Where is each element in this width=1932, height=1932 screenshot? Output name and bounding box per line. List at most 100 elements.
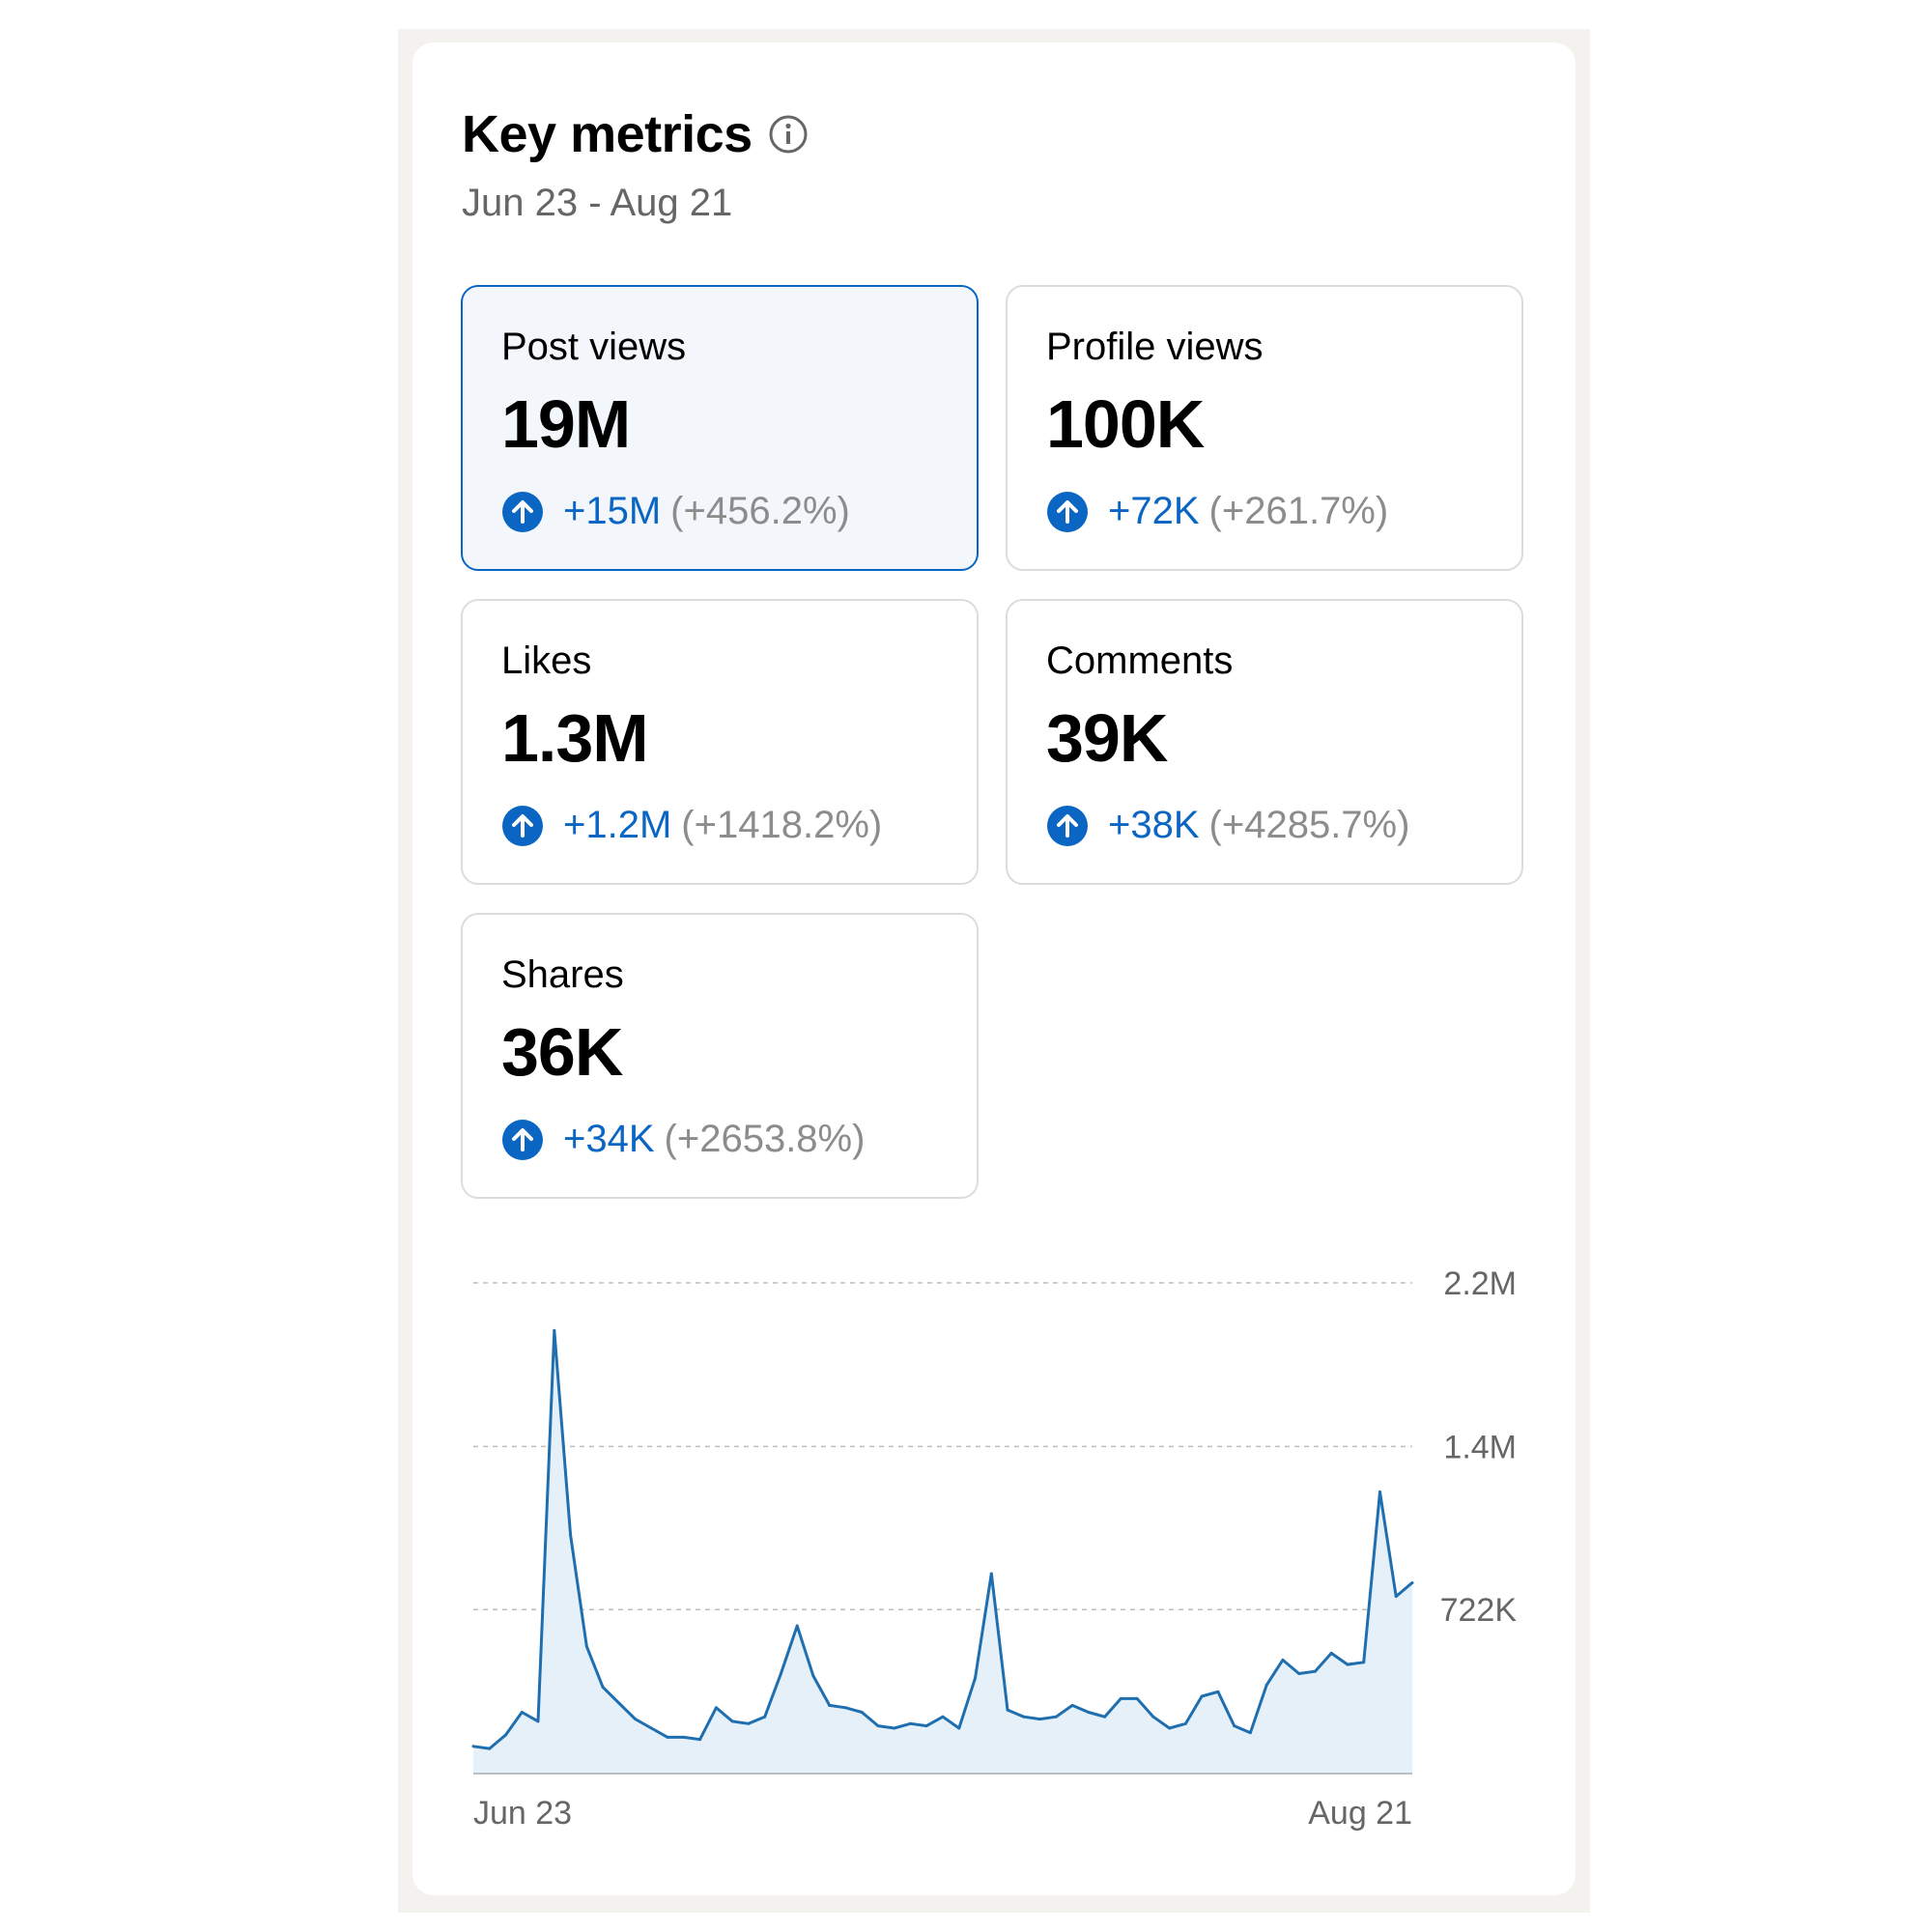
chart-data-point	[1362, 1661, 1366, 1664]
metric-value: 19M	[501, 386, 631, 462]
chart-data-point	[1281, 1658, 1285, 1662]
chart-data-point	[520, 1711, 524, 1714]
chart-data-point	[1394, 1595, 1398, 1599]
chart-data-point	[843, 1706, 847, 1710]
chart-data-point	[601, 1686, 605, 1690]
arrow-up-icon	[1047, 491, 1088, 532]
chart-data-point	[536, 1719, 540, 1723]
metric-tile-profile-views[interactable]: Profile views 100K +72K (+261.7%)	[1006, 285, 1523, 571]
chart-data-point	[876, 1724, 880, 1728]
chart-data-point	[1216, 1690, 1220, 1693]
metric-tile-shares[interactable]: Shares 36K +34K (+2653.8%)	[461, 913, 979, 1199]
metric-tile-post-views[interactable]: Post views 19M +15M (+456.2%)	[461, 285, 979, 571]
metric-change: +38K (+4285.7%)	[1046, 804, 1409, 847]
metric-tile-comments[interactable]: Comments 39K +38K (+4285.7%)	[1006, 599, 1523, 885]
chart-data-point	[1168, 1726, 1172, 1730]
change-percent: (+4285.7%)	[1208, 804, 1410, 846]
chart-data-point	[666, 1735, 669, 1739]
arrow-up-icon	[502, 1119, 543, 1160]
chart-data-point	[569, 1533, 573, 1537]
chart-data-point	[1346, 1662, 1350, 1666]
chart-data-point	[504, 1733, 508, 1737]
chart-data-point	[471, 1745, 475, 1748]
chart-data-point	[1264, 1683, 1268, 1687]
chart-data-point	[1378, 1490, 1381, 1493]
change-absolute: +72K	[1108, 490, 1200, 532]
chart-data-point	[1183, 1721, 1187, 1725]
page-title: Key metrics	[462, 105, 753, 163]
x-tick-label: Aug 21	[1308, 1795, 1412, 1832]
chart-data-point	[1297, 1672, 1301, 1676]
metric-change: +1.2M (+1418.2%)	[501, 804, 882, 847]
metric-label: Post views	[501, 326, 687, 368]
metric-change: +34K (+2653.8%)	[501, 1118, 865, 1161]
y-tick-label: 2.2M	[1443, 1265, 1517, 1302]
chart-data-point	[1200, 1694, 1204, 1698]
chart-data-point	[989, 1572, 993, 1576]
metric-value: 100K	[1046, 386, 1205, 462]
metric-value: 39K	[1046, 700, 1168, 776]
chart-data-point	[860, 1711, 864, 1714]
chart-data-point	[795, 1624, 799, 1628]
metric-value: 36K	[501, 1014, 623, 1090]
chart-area-fill	[473, 1330, 1412, 1774]
chart-data-point	[1006, 1708, 1009, 1712]
metric-change: +15M (+456.2%)	[501, 490, 850, 533]
chart-data-point	[1070, 1703, 1074, 1707]
chart-data-point	[1410, 1580, 1414, 1584]
arrow-up-icon	[502, 491, 543, 532]
arrow-up-icon	[502, 805, 543, 846]
change-percent: (+1418.2%)	[681, 804, 883, 846]
metric-label: Shares	[501, 953, 624, 996]
info-circle-icon[interactable]	[768, 114, 809, 155]
chart-data-point	[553, 1328, 556, 1332]
change-absolute: +1.2M	[563, 804, 672, 846]
chart-data-point	[747, 1721, 751, 1725]
chart-data-point	[811, 1674, 815, 1678]
chart-data-point	[649, 1726, 653, 1730]
chart-data-point	[828, 1703, 832, 1707]
metric-label: Likes	[501, 639, 592, 682]
chart-data-point	[1038, 1718, 1042, 1721]
chart-data-point	[908, 1721, 912, 1725]
change-absolute: +38K	[1108, 804, 1200, 846]
change-percent: (+261.7%)	[1208, 490, 1389, 532]
x-tick-label: Jun 23	[473, 1795, 572, 1832]
y-tick-label: 722K	[1440, 1592, 1518, 1629]
title-row: Key metrics	[462, 104, 809, 164]
chart-data-point	[924, 1724, 928, 1728]
chart-data-point	[698, 1738, 702, 1742]
chart-data-point	[1329, 1651, 1333, 1655]
metric-value: 1.3M	[501, 700, 649, 776]
chart-data-point	[1103, 1715, 1107, 1719]
chart-data-point	[730, 1719, 734, 1723]
chart-data-point	[1054, 1715, 1058, 1719]
chart-data-point	[1087, 1711, 1091, 1714]
chart-data-point	[1119, 1696, 1122, 1700]
chart-data-point	[763, 1715, 767, 1719]
chart-data-point	[1135, 1696, 1139, 1700]
metric-label: Comments	[1046, 639, 1234, 682]
chart-data-point	[617, 1701, 621, 1705]
chart-data-point	[634, 1718, 638, 1721]
chart-data-point	[1022, 1715, 1026, 1719]
chart-data-point	[488, 1747, 492, 1750]
chart-data-point	[682, 1735, 686, 1739]
change-absolute: +34K	[563, 1118, 655, 1160]
chart-data-point	[779, 1672, 782, 1676]
arrow-up-icon	[1047, 805, 1088, 846]
chart-data-point	[893, 1726, 896, 1730]
date-range: Jun 23 - Aug 21	[462, 182, 733, 224]
chart-data-point	[941, 1715, 945, 1719]
chart-data-point	[1151, 1715, 1155, 1719]
chart-data-point	[957, 1726, 961, 1730]
chart-data-point	[974, 1676, 978, 1680]
metric-change: +72K (+261.7%)	[1046, 490, 1388, 533]
chart-data-point	[584, 1644, 588, 1648]
change-percent: (+456.2%)	[670, 490, 850, 532]
chart-data-point	[1233, 1724, 1236, 1728]
change-percent: (+2653.8%)	[664, 1118, 866, 1160]
metric-tile-likes[interactable]: Likes 1.3M +1.2M (+1418.2%)	[461, 599, 979, 885]
chart-data-point	[1313, 1669, 1317, 1673]
